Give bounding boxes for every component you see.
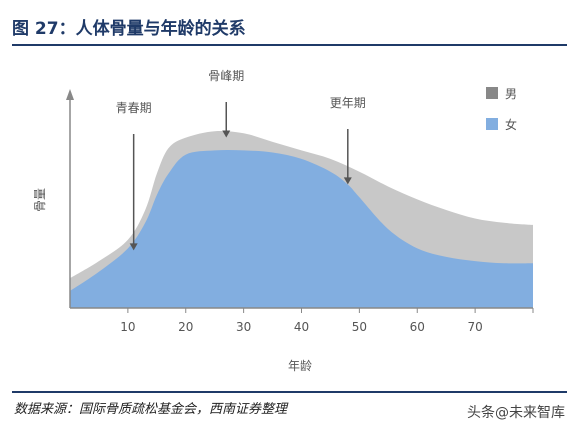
legend-swatch xyxy=(486,87,498,99)
watermark: 头条@未来智库 xyxy=(467,405,565,421)
x-tick-label: 50 xyxy=(352,320,367,334)
annotation-label: 更年期 xyxy=(330,96,366,110)
annotation-arrowhead xyxy=(343,177,352,185)
legend-label: 男 xyxy=(505,87,517,101)
source-note: 数据来源：国际骨质疏松基金会，西南证券整理 xyxy=(14,402,288,417)
annotation-label: 骨峰期 xyxy=(208,69,244,83)
source-rule xyxy=(12,391,567,393)
y-axis-label: 骨量 xyxy=(33,188,47,212)
x-axis-label: 年龄 xyxy=(288,359,312,373)
female-area xyxy=(70,149,533,308)
y-axis-arrow xyxy=(66,89,74,100)
annotation-label: 青春期 xyxy=(116,101,152,115)
x-tick-label: 70 xyxy=(467,320,482,334)
legend-swatch xyxy=(486,118,498,130)
x-tick-label: 10 xyxy=(120,320,135,334)
x-tick-label: 60 xyxy=(410,320,425,334)
legend-label: 女 xyxy=(505,117,517,132)
annotation-arrowhead xyxy=(222,130,231,138)
x-tick-label: 40 xyxy=(294,320,309,334)
x-tick-label: 30 xyxy=(236,320,251,334)
figure-title: 图 27：人体骨量与年龄的关系 xyxy=(12,19,246,39)
x-tick-label: 20 xyxy=(178,320,193,334)
annotation-arrowhead xyxy=(129,243,138,251)
title-rule xyxy=(12,44,567,46)
